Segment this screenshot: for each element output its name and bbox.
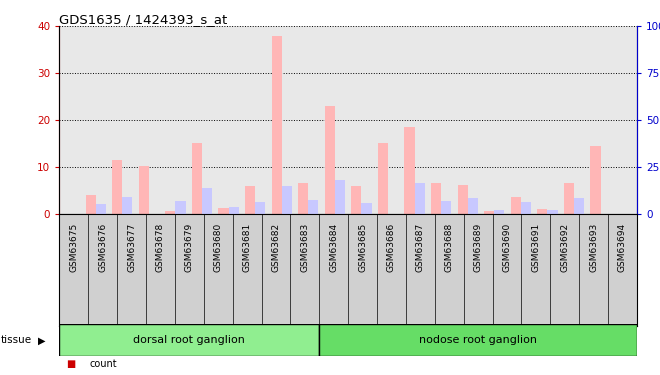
- Text: GSM63691: GSM63691: [531, 223, 541, 272]
- Bar: [272, 36, 282, 214]
- Text: GSM63689: GSM63689: [474, 223, 482, 272]
- Bar: [255, 202, 265, 214]
- Bar: [564, 183, 574, 214]
- Text: GSM63675: GSM63675: [69, 223, 79, 272]
- Text: GSM63679: GSM63679: [185, 223, 194, 272]
- Text: tissue: tissue: [1, 335, 32, 345]
- Bar: [335, 180, 345, 214]
- Bar: [319, 324, 637, 356]
- Bar: [547, 210, 558, 214]
- Bar: [511, 197, 521, 214]
- Bar: [494, 210, 504, 214]
- Bar: [86, 195, 96, 214]
- Bar: [591, 146, 601, 214]
- Text: dorsal root ganglion: dorsal root ganglion: [133, 335, 246, 345]
- Bar: [441, 201, 451, 214]
- Bar: [405, 127, 414, 214]
- Bar: [139, 166, 149, 214]
- Bar: [192, 142, 202, 214]
- Text: GSM63688: GSM63688: [445, 223, 453, 272]
- Text: GSM63681: GSM63681: [243, 223, 251, 272]
- Bar: [96, 204, 106, 214]
- Text: GSM63677: GSM63677: [127, 223, 136, 272]
- Bar: [245, 186, 255, 214]
- Bar: [325, 106, 335, 214]
- Text: GSM63687: GSM63687: [416, 223, 425, 272]
- Text: GSM63676: GSM63676: [98, 223, 107, 272]
- Text: GSM63684: GSM63684: [329, 223, 338, 272]
- Bar: [218, 208, 228, 214]
- Text: GSM63686: GSM63686: [387, 223, 396, 272]
- Bar: [457, 185, 468, 214]
- Text: GSM63678: GSM63678: [156, 223, 165, 272]
- Text: count: count: [89, 359, 117, 369]
- Text: GSM63685: GSM63685: [358, 223, 367, 272]
- Bar: [298, 183, 308, 214]
- Bar: [351, 186, 362, 214]
- Bar: [59, 324, 319, 356]
- Bar: [537, 209, 547, 214]
- Bar: [166, 211, 176, 214]
- Text: GDS1635 / 1424393_s_at: GDS1635 / 1424393_s_at: [59, 13, 228, 26]
- Text: ▶: ▶: [38, 335, 46, 345]
- Text: GSM63693: GSM63693: [589, 223, 598, 272]
- Text: GSM63683: GSM63683: [300, 223, 310, 272]
- Text: GSM63694: GSM63694: [618, 223, 627, 272]
- Bar: [202, 188, 212, 214]
- Bar: [176, 201, 185, 214]
- Text: GSM63690: GSM63690: [502, 223, 512, 272]
- Bar: [468, 198, 478, 214]
- Text: GSM63680: GSM63680: [214, 223, 222, 272]
- Bar: [431, 183, 441, 214]
- Text: GSM63682: GSM63682: [271, 223, 280, 272]
- Bar: [228, 207, 239, 214]
- Bar: [112, 160, 122, 214]
- Bar: [574, 198, 584, 214]
- Bar: [282, 186, 292, 214]
- Bar: [414, 183, 424, 214]
- Text: ■: ■: [66, 359, 75, 369]
- Bar: [308, 200, 318, 214]
- Bar: [362, 202, 372, 214]
- Bar: [484, 211, 494, 214]
- Bar: [122, 197, 133, 214]
- Bar: [378, 142, 388, 214]
- Bar: [521, 202, 531, 214]
- Text: GSM63692: GSM63692: [560, 223, 569, 272]
- Text: nodose root ganglion: nodose root ganglion: [419, 335, 537, 345]
